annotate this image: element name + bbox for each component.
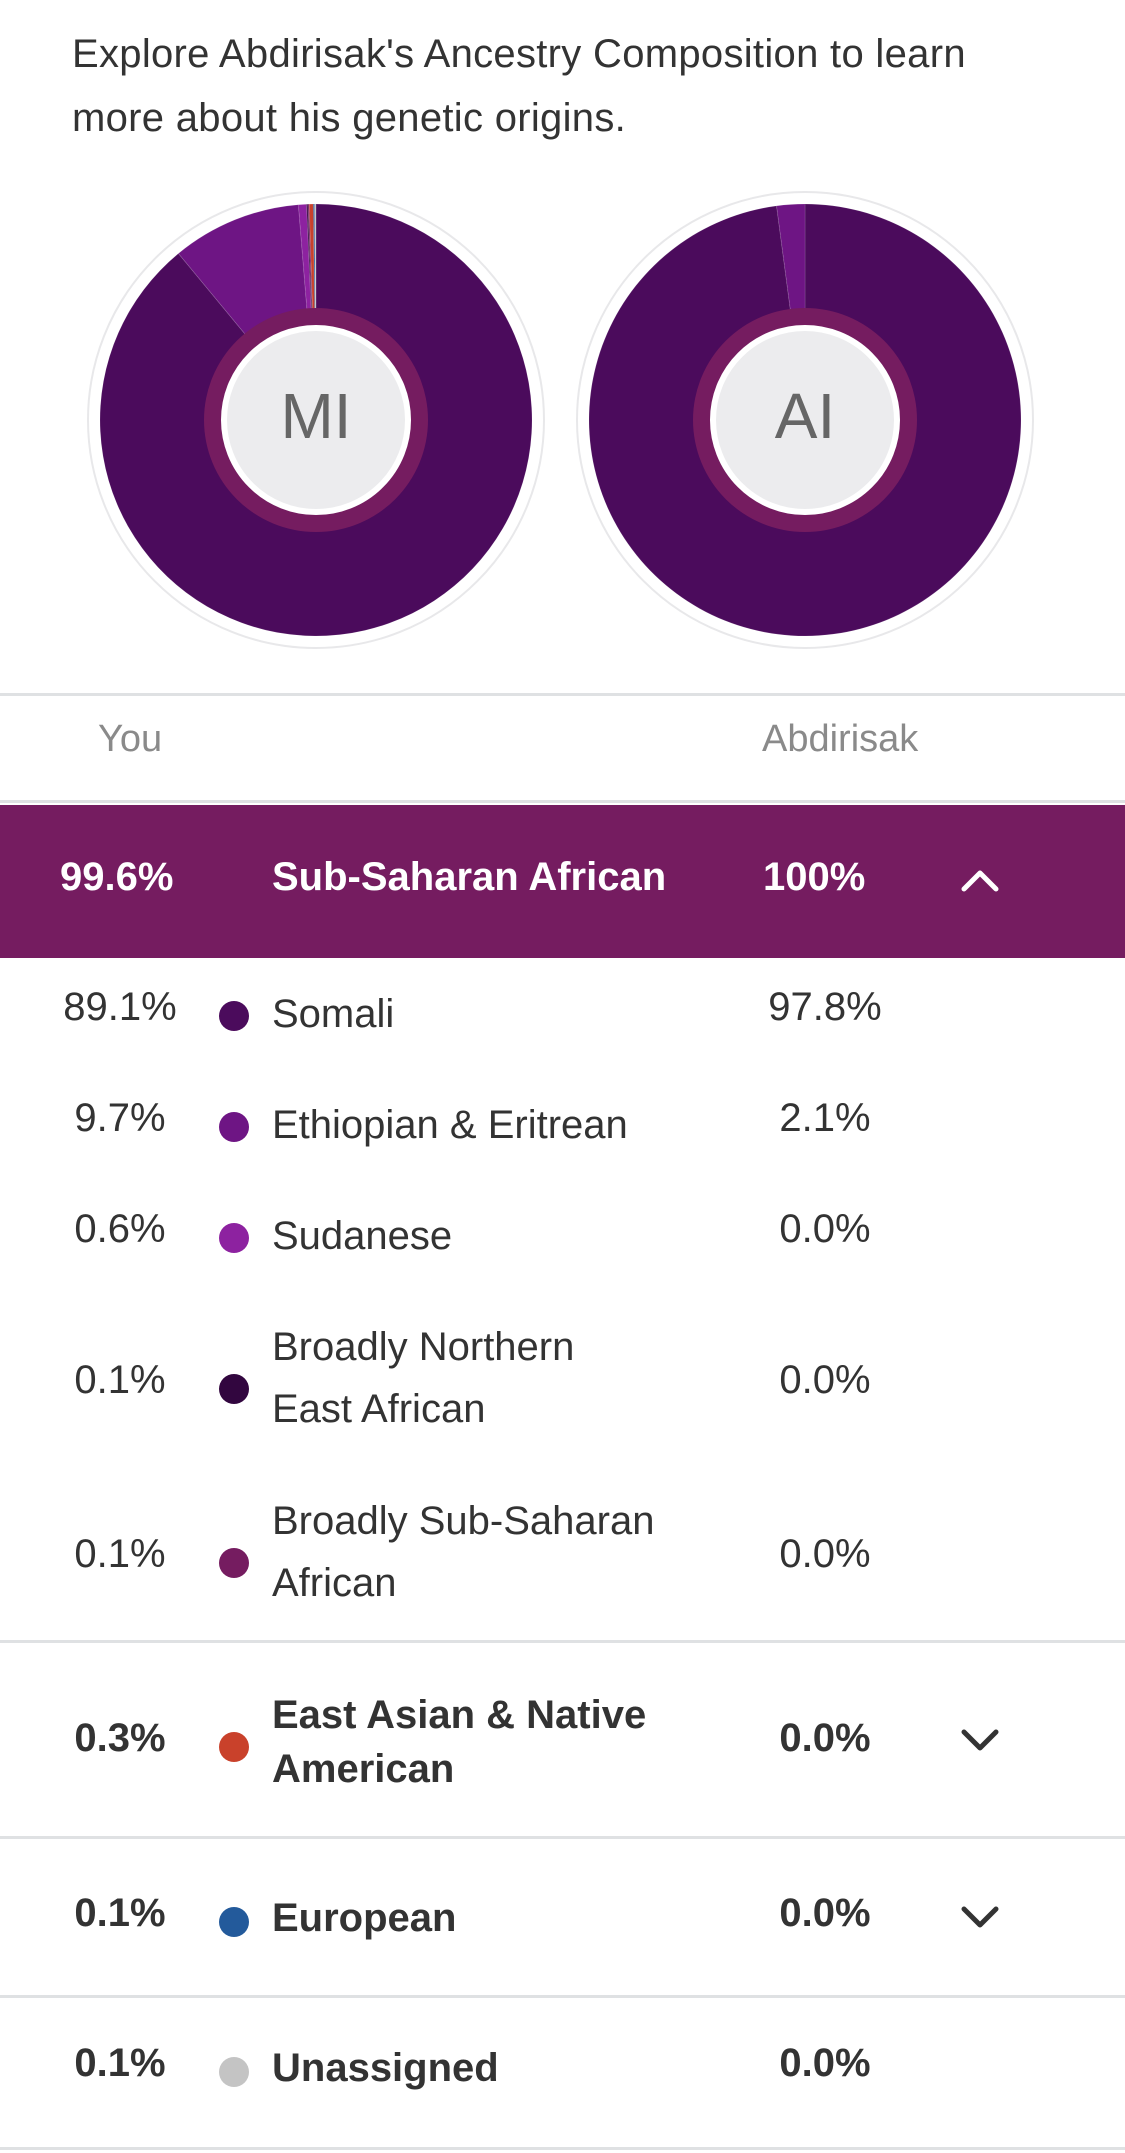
relative-percentage: 0.0% [779,1716,871,1760]
subregion-row-sudanese[interactable]: 0.6% Sudanese 0.0% [0,1207,1125,1267]
slice-european [312,203,317,421]
color-dot [219,1374,249,1404]
your-initials: MI [280,380,351,452]
relative-ancestry-donut: AI [575,190,1035,650]
subregion-row-broadly-sub-saharan-african[interactable]: 0.1% Broadly Sub-Saharan African 0.0% [0,1492,1125,1616]
slice-unassigned [314,203,317,421]
intro-text: Explore Abdirisak's Ancestry Composition… [72,32,966,140]
color-dot [219,2057,249,2087]
region-row-european[interactable]: 0.1% European 0.0% [0,1891,1125,1951]
relative-initials: AI [775,380,835,452]
region-row-sub-saharan-african[interactable]: 99.6% Sub-Saharan African 100% [0,805,1125,958]
region-row-unassigned: 0.1% Unassigned 0.0% [0,2041,1125,2101]
subregion-label: Ethiopian & Eritrean [272,1103,628,1147]
relative-donut-svg: AI [576,191,1034,649]
relative-percentage: 0.0% [779,1532,871,1576]
color-dot [219,1112,249,1142]
your-percentage: 0.6% [74,1207,166,1251]
divider [0,693,1125,696]
chevron-down-icon[interactable] [955,1893,1005,1943]
divider [0,2147,1125,2150]
your-percentage: 9.7% [74,1096,166,1140]
color-dot [219,1732,249,1762]
your-percentage: 99.6% [60,855,174,899]
color-dot [219,1548,249,1578]
color-dot [219,1223,249,1253]
your-percentage: 0.1% [74,1891,166,1935]
your-percentage: 0.3% [74,1716,166,1760]
region-label: East Asian & Native American [272,1693,647,1791]
your-percentage: 0.1% [74,1532,166,1576]
divider [0,1995,1125,1998]
relative-percentage: 0.0% [779,2041,871,2085]
chevron-down-icon[interactable] [955,1716,1005,1766]
region-label: Unassigned [272,2046,499,2090]
your-percentage: 89.1% [63,985,177,1029]
column-header-relative: Abdirisak [762,718,919,760]
relative-percentage: 0.0% [779,1891,871,1935]
relative-percentage: 0.0% [779,1207,871,1251]
subregion-row-ethiopian-eritrean[interactable]: 9.7% Ethiopian & Eritrean 2.1% [0,1096,1125,1156]
donut-center [221,325,411,515]
divider [0,1836,1125,1839]
column-header-you: You [98,718,163,760]
donut-center [710,325,900,515]
your-percentage: 0.1% [74,1358,166,1402]
subregion-label: Somali [272,992,395,1036]
subregion-row-broadly-northern-east-african[interactable]: 0.1% Broadly Northern East African 0.0% [0,1318,1125,1442]
region-row-east-asian-native-american[interactable]: 0.3% East Asian & Native American 0.0% [0,1688,1125,1798]
relative-percentage: 0.0% [779,1358,871,1402]
color-dot [219,1001,249,1031]
region-label: European [272,1896,457,1940]
relative-percentage: 100% [763,855,866,899]
chevron-up-icon[interactable] [955,855,1005,905]
relative-percentage: 2.1% [779,1096,871,1140]
your-percentage: 0.1% [74,2041,166,2085]
subregion-label: Broadly Northern East African [272,1325,575,1431]
relative-percentage: 97.8% [768,985,882,1029]
subregion-label: Broadly Sub-Saharan African [272,1499,655,1605]
region-label: Sub-Saharan African [272,855,667,899]
divider [0,1640,1125,1643]
your-ancestry-donut: MI [86,190,546,650]
divider [0,800,1125,803]
subregion-row-somali[interactable]: 89.1% Somali 97.8% [0,985,1125,1045]
subregion-label: Sudanese [272,1214,453,1258]
color-dot [219,1907,249,1937]
your-donut-svg: MI [87,191,545,649]
